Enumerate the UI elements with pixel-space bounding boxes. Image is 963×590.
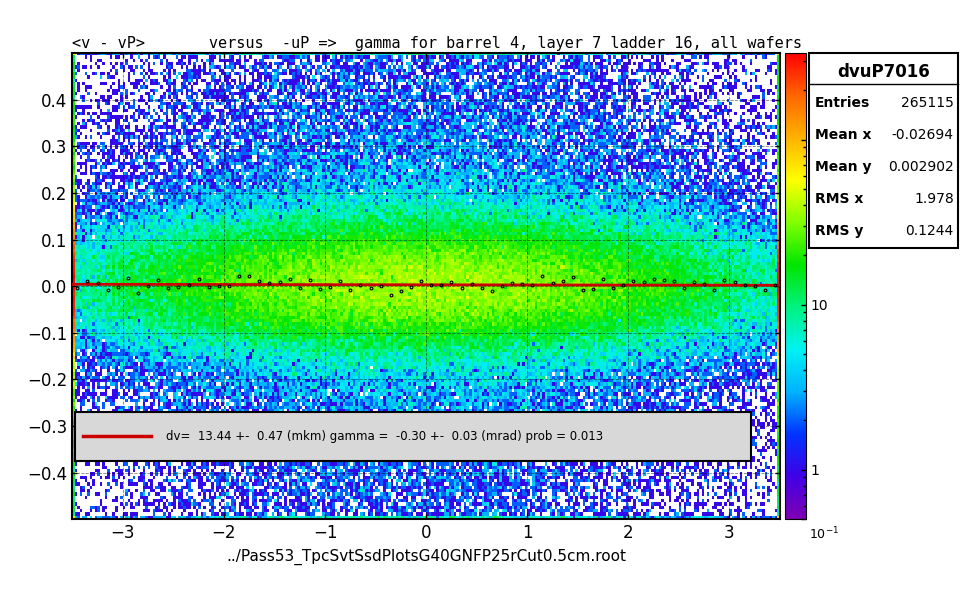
- Text: -0.02694: -0.02694: [892, 128, 953, 142]
- Text: 0.002902: 0.002902: [888, 160, 953, 174]
- Text: Mean x: Mean x: [815, 128, 872, 142]
- Text: RMS y: RMS y: [815, 224, 863, 238]
- Bar: [75, 412, 751, 461]
- Text: Entries: Entries: [815, 96, 871, 110]
- Text: 0.1244: 0.1244: [905, 224, 953, 238]
- Text: dvuP7016: dvuP7016: [837, 63, 930, 81]
- Text: <v - vP>       versus  -uP =>  gamma for barrel 4, layer 7 ladder 16, all wafers: <v - vP> versus -uP => gamma for barrel …: [72, 35, 802, 51]
- Text: RMS x: RMS x: [815, 192, 863, 206]
- Text: Mean y: Mean y: [815, 160, 872, 174]
- Text: $10^{-1}$: $10^{-1}$: [809, 526, 840, 543]
- Text: dv=  13.44 +-  0.47 (mkm) gamma =  -0.30 +-  0.03 (mrad) prob = 0.013: dv= 13.44 +- 0.47 (mkm) gamma = -0.30 +-…: [167, 430, 604, 443]
- X-axis label: ../Pass53_TpcSvtSsdPlotsG40GNFP25rCut0.5cm.root: ../Pass53_TpcSvtSsdPlotsG40GNFP25rCut0.5…: [226, 549, 626, 565]
- Text: 265115: 265115: [900, 96, 953, 110]
- Text: 1.978: 1.978: [914, 192, 953, 206]
